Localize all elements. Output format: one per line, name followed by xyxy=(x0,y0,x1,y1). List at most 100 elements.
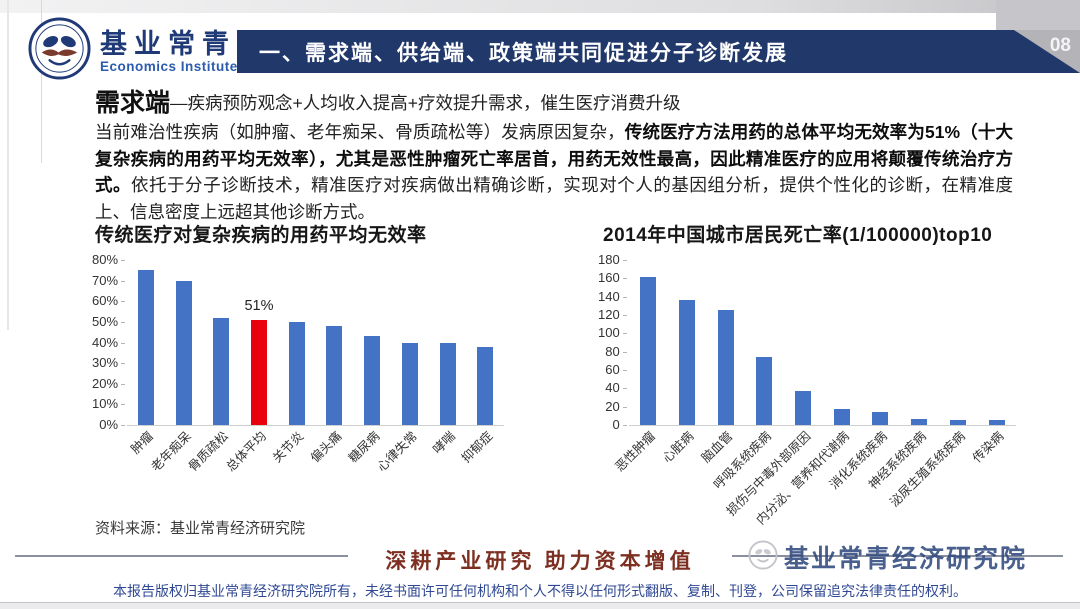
y-tick-label: 80% xyxy=(92,252,125,268)
bar-cell xyxy=(316,260,354,425)
x-tick-cell: 心律失常 xyxy=(374,426,429,526)
right-chart-plot-area xyxy=(628,260,1016,426)
bar-心律失常 xyxy=(401,342,418,425)
x-tick-cell: 老年痴呆 xyxy=(148,426,203,526)
bottom-edge-band xyxy=(0,602,1080,609)
logo-title: 基业常青 xyxy=(100,28,236,59)
mortality-bar-chart: 180 160 140 120 100 80 60 40 20 0 恶性肿瘤 心脏病 脑血管 呼吸系统疾… xyxy=(598,252,1016,534)
bar-cell xyxy=(278,260,316,425)
intro-paragraph: 当前难治性疾病（如肿瘤、老年痴呆、骨质疏松等）发病原因复杂，传统医疗方法用药的总… xyxy=(95,119,1013,225)
x-tick-cell: 恶性肿瘤 xyxy=(613,426,668,526)
y-tick-label: 50% xyxy=(92,314,125,330)
y-tick-label: 40% xyxy=(92,335,125,351)
bar-cell xyxy=(706,260,745,425)
intro-lead: 需求端—疾病预防观念+人均收入提高+疗效提升需求，催生医疗消费升级 xyxy=(95,87,1015,121)
y-tick-label: 60% xyxy=(92,293,125,309)
y-tick-label: 0 xyxy=(612,417,626,433)
footer-brand-name: 基业常青经济研究院 xyxy=(784,546,1028,573)
bar-cell xyxy=(822,260,861,425)
ineffectiveness-bar-chart: 80% 70% 60% 50% 40% 30% 20% 10% 0% 51% 肿瘤 老年痴呆 骨质疏… xyxy=(92,252,504,508)
bar-cell xyxy=(629,260,668,425)
bar-心脏病 xyxy=(678,300,695,425)
bar-泌尿生殖系统疾病 xyxy=(949,419,966,425)
bar-cell xyxy=(391,260,429,425)
x-tick-label: 恶性肿瘤 xyxy=(612,429,658,475)
bar-cell xyxy=(667,260,706,425)
y-tick-label: 40 xyxy=(605,380,626,396)
inner-edge-line xyxy=(41,0,42,163)
x-tick-label: 哮喘 xyxy=(429,429,458,457)
bar-恶性肿瘤 xyxy=(640,277,657,425)
bar-cell xyxy=(353,260,391,425)
x-tick-cell: 总体平均 xyxy=(224,426,278,526)
section-title: 一、需求端、供给端、政策端共同促进分子诊断发展 xyxy=(259,41,788,65)
paragraph-segment: 依托于分子诊断技术，精准医疗对疾病做出精确诊断，实现对个人的基因组分析，提供个性… xyxy=(95,175,1014,222)
left-chart-plot-area: 51% xyxy=(127,260,504,426)
y-tick-label: 20 xyxy=(605,399,626,415)
bar-cell xyxy=(165,260,203,425)
bar-cell: 51% xyxy=(240,260,278,425)
right-chart-title: 2014年中国城市居民死亡率(1/100000)top10 xyxy=(603,225,993,246)
bar-cell xyxy=(900,260,939,425)
x-tick-cell: 传染病 xyxy=(970,426,1016,526)
bar-呼吸系统疾病 xyxy=(756,357,773,425)
x-tick-cell: 哮喘 xyxy=(429,426,467,526)
paragraph-segment: 当前难治性疾病（如肿瘤、老年痴呆、骨质疏松等）发病原因复杂， xyxy=(95,122,625,142)
bar-cell xyxy=(745,260,784,425)
footer-brand: 基业常青经济研究院 xyxy=(748,539,1027,575)
y-tick-label: 100 xyxy=(598,325,627,341)
bar-传染病 xyxy=(988,419,1005,425)
bar-内分泌、营养和代谢病 xyxy=(833,409,850,425)
x-tick-cell: 偏头痛 xyxy=(308,426,354,526)
bar-肿瘤 xyxy=(137,270,154,425)
x-tick-cell: 骨质疏松 xyxy=(186,426,240,526)
bar-cell xyxy=(466,260,504,425)
x-tick-cell: 心脏病 xyxy=(660,426,706,526)
institute-seal-watermark-icon xyxy=(748,539,778,575)
paragraph-segment: 传统医疗方法用药的总体平均无效率为51%（十大复杂疾病的用药平均无效率），尤其是… xyxy=(95,122,1013,195)
lead-text: —疾病预防观念+人均收入提高+疗效提升需求，催生医疗消费升级 xyxy=(170,93,681,113)
section-banner: 一、需求端、供给端、政策端共同促进分子诊断发展 08 xyxy=(237,30,1080,73)
y-tick-label: 160 xyxy=(598,270,627,286)
bar-关节炎 xyxy=(288,321,305,425)
page-number: 08 xyxy=(1049,35,1071,56)
lead-term: 需求端 xyxy=(95,89,171,117)
right-chart-x-axis: 恶性肿瘤 心脏病 脑血管 呼吸系统疾病 损伤与中毒外部原因 内分泌、营养和代谢病 消化系统疾… xyxy=(613,426,1016,534)
source-note: 资料来源：基业常青经济研究院 xyxy=(95,520,306,537)
y-tick-label: 10% xyxy=(92,396,125,412)
bar-老年痴呆 xyxy=(175,280,192,425)
bar-cell xyxy=(784,260,823,425)
institute-seal-icon xyxy=(28,17,91,85)
bar-cell xyxy=(202,260,240,425)
left-chart-title: 传统医疗对复杂疾病的用药平均无效率 xyxy=(95,225,427,246)
bar-cell xyxy=(127,260,165,425)
left-edge-line xyxy=(7,0,9,330)
bar-损伤与中毒外部原因 xyxy=(795,391,811,425)
copyright-disclaimer: 本报告版权归基业常青经济研究院所有，未经书面许可任何机构和个人不得以任何形式翻版… xyxy=(113,583,967,599)
y-tick-label: 20% xyxy=(92,376,125,392)
bar-cell xyxy=(939,260,978,425)
bar-骨质疏松 xyxy=(213,317,230,425)
bar-偏头痛 xyxy=(326,326,343,425)
bar-cell xyxy=(977,260,1016,425)
logo-subtitle: Economics Institute xyxy=(100,58,238,74)
bar-消化系统疾病 xyxy=(872,412,889,425)
x-tick-label: 肿瘤 xyxy=(128,429,156,457)
bar-cell xyxy=(861,260,900,425)
y-tick-label: 30% xyxy=(92,355,125,371)
footer-slogan: 深耕产业研究 助力资本增值 xyxy=(348,543,732,577)
y-tick-label: 80 xyxy=(605,344,626,360)
y-tick-label: 140 xyxy=(598,289,627,305)
y-tick-label: 180 xyxy=(598,252,627,268)
y-tick-label: 70% xyxy=(92,273,125,289)
x-tick-cell: 抑郁症 xyxy=(459,426,504,526)
bar-糖尿病 xyxy=(364,336,381,425)
x-tick-cell: 糖尿病 xyxy=(346,426,391,526)
top-edge-band xyxy=(0,0,1080,13)
left-chart-y-axis: 80% 70% 60% 50% 40% 30% 20% 10% 0% xyxy=(92,252,125,433)
x-tick-cell: 泌尿生殖系统疾病 xyxy=(887,426,978,526)
corner-shade xyxy=(996,0,1080,31)
y-tick-label: 0% xyxy=(99,417,125,433)
y-tick-label: 120 xyxy=(598,307,627,323)
